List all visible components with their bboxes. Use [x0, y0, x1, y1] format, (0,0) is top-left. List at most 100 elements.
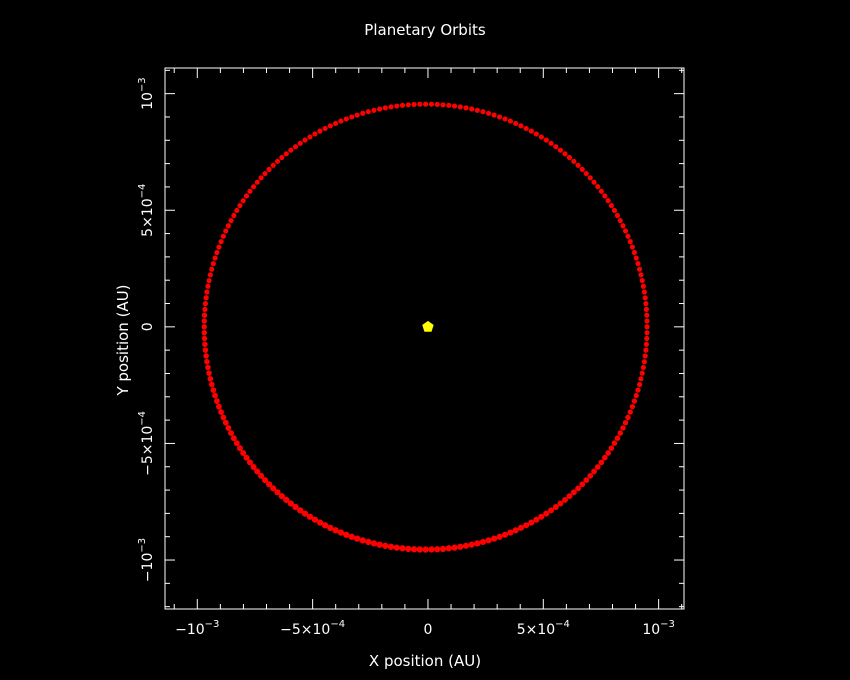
orbit-point	[631, 398, 638, 404]
orbit-point	[283, 151, 289, 157]
orbit-point	[306, 513, 314, 520]
orbit-point	[333, 120, 339, 126]
orbit-point	[266, 481, 273, 488]
orbit-point	[490, 535, 498, 542]
orbit-point	[523, 125, 529, 131]
orbit-point	[250, 463, 257, 471]
orbit-point	[207, 272, 213, 278]
orbit-point	[636, 381, 643, 388]
orbit-point	[543, 510, 550, 517]
orbit-point	[469, 106, 475, 112]
orbit-point	[405, 545, 412, 553]
orbit-point	[627, 239, 633, 245]
orbit-point	[202, 306, 208, 313]
orbit-point	[218, 239, 224, 245]
orbit-point	[216, 244, 222, 250]
orbit-point	[292, 503, 299, 511]
orbit-point	[388, 104, 394, 110]
orbit-point	[583, 170, 589, 177]
orbit-point	[240, 198, 246, 204]
orbit-point	[207, 376, 214, 382]
orbit-point	[622, 228, 629, 234]
orbit-point	[387, 543, 395, 550]
orbit-point	[595, 184, 601, 190]
orbit-point	[258, 175, 264, 181]
orbit-point	[354, 112, 360, 118]
orbit-point	[214, 249, 220, 256]
orbit-point	[274, 489, 281, 496]
orbit-point	[644, 312, 650, 318]
orbit-point	[428, 101, 435, 107]
orbit-point	[208, 381, 215, 388]
orbit-point	[225, 425, 232, 431]
orbit-point	[496, 533, 503, 540]
orbit-point	[644, 330, 650, 336]
orbit-point	[297, 140, 303, 146]
orbit-point	[321, 522, 329, 529]
orbit-point	[201, 335, 208, 342]
orbit-point	[343, 531, 350, 538]
orbit-point	[642, 353, 648, 359]
orbit-point	[622, 419, 629, 426]
orbit-point	[393, 544, 400, 551]
orbit-point	[327, 123, 333, 129]
orbit-point	[231, 212, 237, 219]
orbit-point	[457, 104, 463, 110]
orbit-point	[212, 392, 218, 399]
orbit-point	[620, 425, 626, 431]
tick-label-layer: −10−3 −5×10−4 0 5×10−4 10−3 −10−3 −5×10−4 0 5×10…	[137, 77, 675, 638]
orbit-point	[212, 255, 218, 261]
orbit-point	[202, 341, 208, 348]
orbit-point	[557, 147, 564, 153]
orbit-point	[579, 166, 585, 172]
orbit-point	[382, 105, 388, 111]
orbit-point	[528, 128, 534, 134]
orbit-point	[349, 114, 355, 120]
orbit-point	[209, 266, 215, 272]
orbit-point	[644, 318, 650, 324]
orbit-point	[234, 207, 240, 214]
orbit-point	[246, 459, 253, 466]
orbit-point	[575, 162, 581, 168]
x-tick-label: 5×10−4	[517, 619, 570, 638]
orbit-point	[203, 295, 209, 301]
orbit-point	[440, 102, 446, 108]
y-tick-label: 10−3	[137, 77, 156, 110]
y-tick-label: 5×10−4	[137, 184, 156, 237]
orbit-point	[428, 546, 435, 553]
orbit-point	[636, 266, 643, 272]
orbit-point	[270, 162, 276, 168]
orbit-point	[468, 541, 475, 548]
orbit-point	[311, 516, 319, 523]
tick-layer	[165, 68, 684, 609]
orbit-point	[216, 403, 222, 410]
orbit-point	[611, 207, 618, 214]
orbit-point	[411, 101, 417, 108]
orbit-point	[201, 329, 207, 336]
orbit-point	[354, 535, 361, 542]
orbit-point	[491, 112, 497, 118]
orbit-point	[507, 118, 513, 124]
orbit-point	[376, 541, 383, 548]
orbit-point	[302, 137, 308, 143]
orbit-point	[528, 519, 535, 526]
orbit-point	[639, 370, 645, 376]
orbit-point	[270, 485, 277, 492]
orbit-point	[261, 477, 269, 484]
orbit-point	[562, 496, 568, 503]
orbit-point	[642, 295, 648, 301]
orbit-point	[243, 454, 250, 461]
orbit-point	[533, 516, 540, 523]
orbit-point	[480, 109, 486, 115]
orbit-point	[417, 101, 423, 107]
orbit-point	[220, 233, 226, 239]
orbit-point	[627, 409, 633, 415]
orbit-point	[538, 134, 544, 140]
orbit-point	[635, 261, 641, 267]
orbit-point	[283, 496, 290, 504]
orbit-point	[631, 249, 637, 256]
orbit-point	[317, 128, 323, 134]
orbit-point	[201, 318, 207, 324]
orbit-point	[557, 500, 564, 507]
